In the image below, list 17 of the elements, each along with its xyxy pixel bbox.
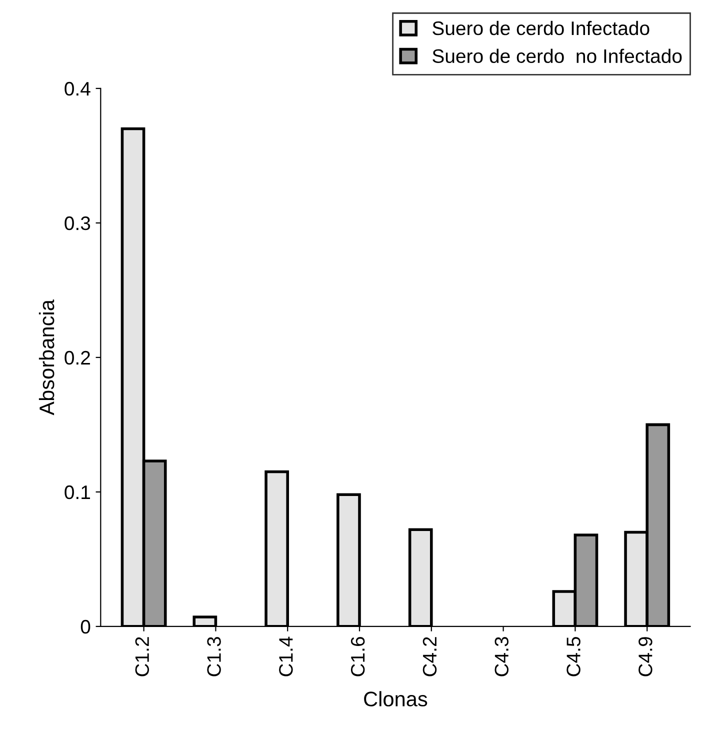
y-tick-label: 0.4 bbox=[64, 82, 90, 96]
y-tick-label: 0.1 bbox=[64, 485, 90, 500]
y-tick-label: 0.3 bbox=[64, 216, 90, 230]
x-tick-label: C1.6 bbox=[350, 637, 365, 676]
y-axis-title: Absorbancia bbox=[38, 300, 54, 416]
x-tick-label: C1.3 bbox=[207, 637, 221, 676]
x-tick-label: C4.9 bbox=[638, 637, 652, 676]
x-tick-label: C4.2 bbox=[422, 637, 437, 676]
x-tick-label: C4.5 bbox=[566, 636, 580, 676]
x-axis-title: Clonas bbox=[364, 691, 428, 706]
x-tick-label: C4.3 bbox=[494, 637, 509, 676]
legend-label: Suero de cerdo Infectado bbox=[432, 20, 650, 36]
x-tick-label: C1.4 bbox=[279, 636, 293, 676]
y-tick-label: 0.2 bbox=[64, 350, 90, 365]
y-tick-label: 0 bbox=[80, 620, 90, 634]
x-tick-label: C1.2 bbox=[135, 637, 150, 676]
legend-label: Suero de cerdo no Infectado bbox=[432, 48, 682, 64]
